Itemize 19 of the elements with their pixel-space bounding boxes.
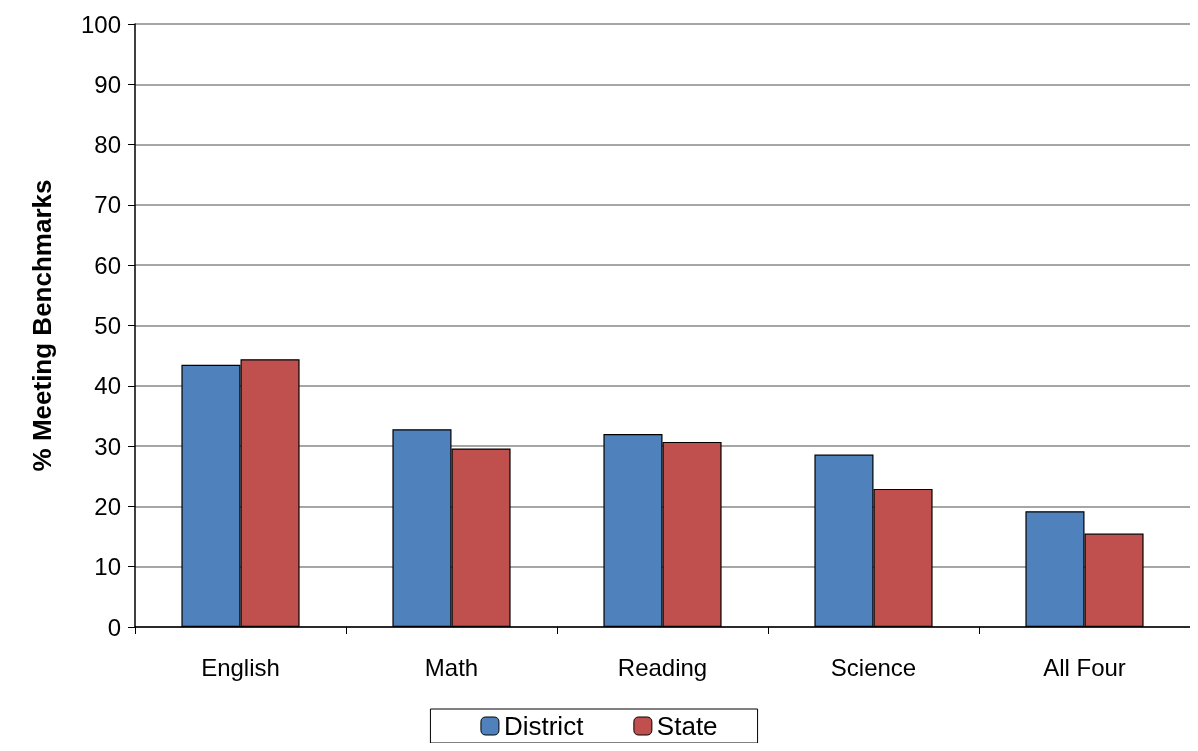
y-tick-label: 0 [107,613,121,641]
y-tick-label: 70 [94,191,121,219]
y-tick-label: 100 [80,10,121,38]
y-tick-label: 50 [94,312,121,339]
x-tick-label: Math [424,653,479,681]
y-tick-label: 80 [94,131,121,159]
x-tick-label: All Four [1043,653,1126,681]
legend-label: District [503,711,585,741]
y-tick-label: 40 [94,372,121,400]
y-tick-label: 20 [94,492,121,520]
y-axis-title: % Meeting Benchmarks [27,179,57,472]
x-tick-label: English [201,653,280,681]
y-tick-label: 10 [94,553,121,581]
legend-label: State [656,711,718,741]
x-tick-label: Science [830,653,917,681]
x-tick-label: Reading [617,653,708,681]
y-tick-label: 30 [94,432,121,460]
y-tick-label: 90 [94,70,121,98]
y-tick-label: 60 [94,251,121,279]
